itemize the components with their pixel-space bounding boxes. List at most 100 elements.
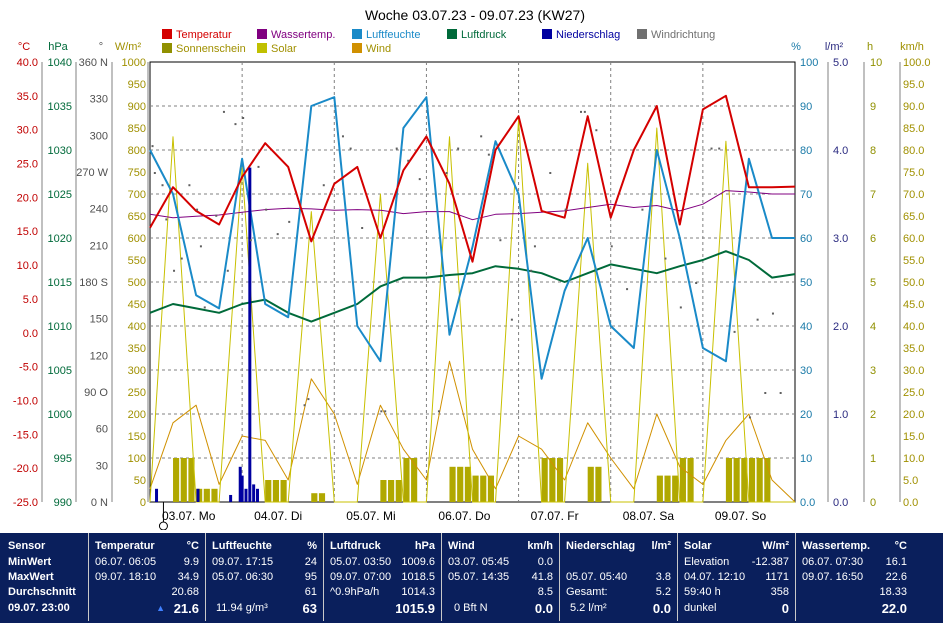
solar-elevation-value: -12.387 [751, 556, 789, 568]
windrichtung-dot-27 [384, 410, 387, 413]
sunshine-bar [311, 493, 318, 502]
chart-legend: Temperatur Wassertemp. Luftfeuchte Luftdruc… [162, 29, 715, 55]
left-axis-tick-3-15: 250 [128, 387, 146, 399]
x-day-label-4: 07.07. Fr [531, 509, 579, 523]
solar-current-value: 0 [781, 601, 789, 616]
windrichtung-dot-17 [265, 208, 268, 211]
wassertemp-column: Wassertemp. °C 06.07. 07:30 16.1 09.07. 16… [795, 533, 913, 621]
solar-avg-value: 358 [770, 586, 789, 598]
wind-max-value: 41.8 [531, 571, 553, 583]
left-axis-tick-0-8: 0.0 [23, 328, 38, 340]
left-axis-tick-3-5: 750 [128, 167, 146, 179]
windrichtung-dot-41 [564, 208, 567, 211]
windrichtung-dot-18 [276, 233, 279, 236]
right-axis-tick-1-2: 3.0 [833, 233, 848, 245]
sunshine-bar [388, 480, 395, 502]
x-day-label-1: 04.07. Di [254, 509, 302, 523]
left-axis-tick-3-4: 800 [128, 145, 146, 157]
windrichtung-dot-34 [480, 135, 483, 138]
right-axis-tick-0-10: 0.0 [800, 497, 815, 509]
solar-state: dunkel [684, 602, 717, 614]
left-axis-tick-3-16: 200 [128, 409, 146, 421]
legend-label-4: Niederschlag [556, 29, 620, 41]
solar-max-value: 1171 [765, 571, 789, 583]
windrichtung-dot-52 [718, 147, 721, 150]
niederschlag-bar-7 [252, 484, 256, 502]
sunshine-bar [480, 475, 487, 502]
wassertemp-avg-value: 18.33 [879, 586, 907, 598]
current-time-marker [158, 521, 168, 530]
luftdruck-min-value: 1009.6 [401, 556, 435, 568]
sunshine-bar [764, 458, 771, 502]
niederschlag-bar-4 [240, 475, 244, 502]
left-axis-tick-3-10: 500 [128, 277, 146, 289]
legend-label-0: Temperatur [176, 29, 232, 41]
left-axis-tick-2-7: 150 [90, 314, 108, 326]
right-axis-tick-3-12: 40.0 [903, 321, 924, 333]
sunshine-bar [756, 458, 763, 502]
left-axis-tick-3-6: 700 [128, 189, 146, 201]
windrichtung-dot-48 [664, 257, 667, 260]
left-axis-tick-3-8: 600 [128, 233, 146, 245]
left-axis-tick-3-12: 400 [128, 321, 146, 333]
sensor-column: Sensor MinWert MaxWert Durchschnitt 09.0… [0, 533, 88, 621]
luftdruck-current-value: 1015.9 [395, 601, 435, 616]
left-axis-tick-1-9: 995 [54, 453, 72, 465]
legend-label-6: Sonnenschein [176, 43, 246, 55]
windrichtung-dot-23 [341, 135, 344, 138]
left-axis-tick-2-6: 180 S [79, 277, 108, 289]
sunshine-bar [595, 466, 602, 502]
windrichtung-dot-4 [173, 269, 176, 272]
luftfeuchte-avg-value: 61 [304, 586, 317, 598]
windrichtung-dot-5 [180, 257, 183, 260]
x-day-label-0: 03.07. Mo [162, 509, 216, 523]
left-axis-tick-3-0: 1000 [122, 57, 146, 69]
windrichtung-dot-54 [748, 416, 751, 419]
right-axis-tick-2-6: 4 [870, 321, 876, 333]
luftdruck-avg-value: 1014.3 [401, 586, 435, 598]
temperatur-min-time: 06.07. 06:05 [95, 556, 157, 568]
windrichtung-dot-9 [203, 306, 206, 309]
wind-min-value: 0.0 [537, 556, 553, 568]
luftfeuchte-unit: % [307, 540, 317, 552]
legend-swatch-4 [542, 29, 552, 39]
right-axis-tick-3-14: 30.0 [903, 365, 924, 377]
right-axis-tick-3-18: 10.0 [903, 453, 924, 465]
solar-column: Solar W/m² Elevation -12.387 04.07. 12:10 1… [677, 533, 795, 621]
sunshine-bar [587, 466, 594, 502]
windrichtung-dot-47 [641, 208, 644, 211]
right-axis-tick-3-0: 100.0 [903, 57, 931, 69]
wassertemp-min-value: 16.1 [885, 556, 907, 568]
minwert-label: MinWert [8, 556, 52, 568]
windrichtung-dot-25 [361, 227, 364, 229]
left-axis-tick-3-7: 650 [128, 211, 146, 223]
windrichtung-dot-10 [215, 214, 218, 217]
left-axis-tick-2-10: 60 [96, 424, 108, 436]
right-axis-tick-3-13: 35.0 [903, 343, 924, 355]
sunshine-bar [449, 466, 456, 502]
sunshine-bar [318, 493, 326, 502]
sunshine-bar [280, 480, 287, 502]
niederschlag-total-label: Gesamt: [566, 586, 608, 598]
left-axis-tick-1-6: 1010 [48, 321, 72, 333]
windrichtung-dot-35 [487, 153, 490, 156]
wassertemp-min-time: 06.07. 07:30 [802, 556, 864, 568]
right-axis-unit-3: km/h [900, 41, 924, 53]
left-axis-tick-2-4: 240 [90, 204, 108, 216]
right-axis-tick-2-8: 2 [870, 409, 876, 421]
legend-swatch-3 [447, 29, 457, 39]
left-axis-tick-3-17: 150 [128, 431, 146, 443]
right-axis-tick-3-7: 65.0 [903, 211, 924, 223]
x-day-label-2: 05.07. Mi [346, 509, 395, 523]
sunshine-bar [203, 488, 210, 502]
windrichtung-dot-42 [580, 110, 582, 113]
niederschlag-header: Niederschlag [566, 540, 636, 552]
sunshine-duration: 59:40 h [684, 586, 721, 598]
right-axis-tick-2-3: 7 [870, 189, 876, 201]
sunshine-bar [265, 480, 272, 502]
x-day-label-6: 09.07. So [715, 509, 767, 523]
windrichtung-dot-30 [418, 178, 421, 181]
sunshine-bar [748, 458, 756, 502]
absolute-humidity: 11.94 g/m³ [216, 602, 268, 614]
sunshine-bar [672, 475, 679, 502]
